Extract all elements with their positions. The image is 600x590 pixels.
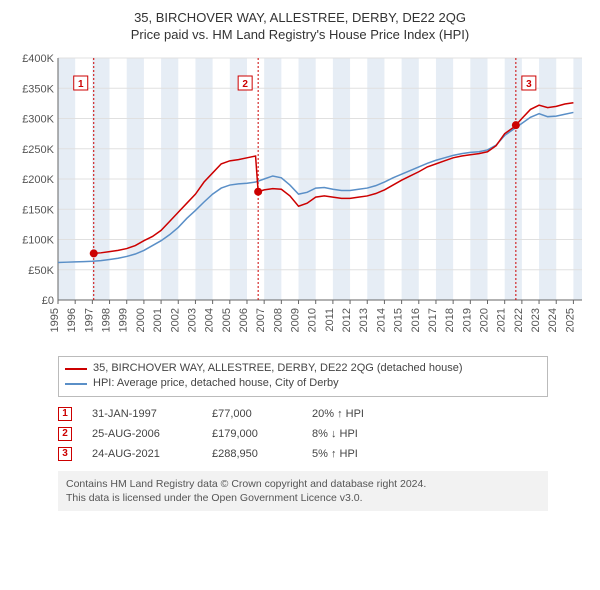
chart-title-address: 35, BIRCHOVER WAY, ALLESTREE, DERBY, DE2…: [10, 10, 590, 25]
svg-text:2000: 2000: [135, 308, 147, 332]
svg-text:2012: 2012: [341, 308, 353, 332]
svg-text:2019: 2019: [461, 308, 473, 332]
svg-text:2003: 2003: [186, 308, 198, 332]
legend-item-blue: HPI: Average price, detached house, City…: [65, 376, 541, 391]
svg-text:2017: 2017: [427, 308, 439, 332]
svg-text:3: 3: [526, 79, 532, 90]
svg-text:£150K: £150K: [22, 204, 54, 216]
chart-titles: 35, BIRCHOVER WAY, ALLESTREE, DERBY, DE2…: [10, 10, 590, 42]
event-row-2: 2 25-AUG-2006 £179,000 8% ↓ HPI: [58, 427, 548, 441]
svg-text:2005: 2005: [221, 308, 233, 332]
event-date-2: 25-AUG-2006: [92, 428, 192, 440]
event-pct-2: 8% ↓ HPI: [312, 428, 412, 440]
svg-text:2: 2: [242, 79, 248, 90]
event-date-3: 24-AUG-2021: [92, 448, 192, 460]
svg-text:£300K: £300K: [22, 114, 54, 126]
svg-text:£100K: £100K: [22, 235, 54, 247]
svg-text:2021: 2021: [496, 308, 508, 332]
svg-text:1996: 1996: [66, 308, 78, 332]
svg-text:2018: 2018: [444, 308, 456, 332]
event-price-2: £179,000: [212, 428, 292, 440]
svg-text:2009: 2009: [290, 308, 302, 332]
event-row-3: 3 24-AUG-2021 £288,950 5% ↑ HPI: [58, 447, 548, 461]
legend-label-blue: HPI: Average price, detached house, City…: [93, 376, 339, 391]
line-chart-svg: £0 £50K £100K £150K £200K £250K £300K £350K £400…: [10, 50, 590, 350]
svg-text:£400K: £400K: [22, 53, 54, 65]
chart-area: £0 £50K £100K £150K £200K £250K £300K £350K £400…: [10, 50, 590, 350]
event-pct-3: 5% ↑ HPI: [312, 448, 412, 460]
event-marker-1: 1: [58, 407, 72, 421]
svg-text:£250K: £250K: [22, 144, 54, 156]
event-marker-2: 2: [58, 427, 72, 441]
svg-text:2006: 2006: [238, 308, 250, 332]
event-price-3: £288,950: [212, 448, 292, 460]
legend: 35, BIRCHOVER WAY, ALLESTREE, DERBY, DE2…: [58, 356, 548, 397]
svg-text:£50K: £50K: [28, 265, 54, 277]
event-marker-3: 3: [58, 447, 72, 461]
events-table: 1 31-JAN-1997 £77,000 20% ↑ HPI 2 25-AUG…: [58, 407, 548, 461]
svg-text:1: 1: [78, 79, 84, 90]
svg-text:2015: 2015: [393, 308, 405, 332]
footer-attribution: Contains HM Land Registry data © Crown c…: [58, 471, 548, 511]
svg-text:2016: 2016: [410, 308, 422, 332]
svg-text:1998: 1998: [101, 308, 113, 332]
svg-text:2024: 2024: [547, 308, 559, 332]
svg-text:2011: 2011: [324, 308, 336, 332]
svg-text:2020: 2020: [479, 308, 491, 332]
legend-label-red: 35, BIRCHOVER WAY, ALLESTREE, DERBY, DE2…: [93, 361, 462, 376]
svg-text:2013: 2013: [358, 308, 370, 332]
svg-text:1995: 1995: [49, 308, 61, 332]
svg-text:1999: 1999: [118, 308, 130, 332]
footer-line-2: This data is licensed under the Open Gov…: [66, 491, 540, 505]
svg-text:2025: 2025: [564, 308, 576, 332]
svg-text:2002: 2002: [169, 308, 181, 332]
chart-subtitle: Price paid vs. HM Land Registry's House …: [10, 27, 590, 42]
svg-text:£0: £0: [42, 295, 54, 307]
event-date-1: 31-JAN-1997: [92, 408, 192, 420]
svg-text:2008: 2008: [272, 308, 284, 332]
svg-text:1997: 1997: [83, 308, 95, 332]
event-pct-1: 20% ↑ HPI: [312, 408, 412, 420]
legend-swatch-red: [65, 368, 87, 370]
svg-text:2001: 2001: [152, 308, 164, 332]
svg-text:2014: 2014: [375, 308, 387, 332]
legend-swatch-blue: [65, 383, 87, 385]
footer-line-1: Contains HM Land Registry data © Crown c…: [66, 477, 540, 491]
svg-text:2007: 2007: [255, 308, 267, 332]
svg-text:2022: 2022: [513, 308, 525, 332]
chart-container: 35, BIRCHOVER WAY, ALLESTREE, DERBY, DE2…: [0, 0, 600, 519]
event-price-1: £77,000: [212, 408, 292, 420]
svg-text:£200K: £200K: [22, 174, 54, 186]
event-row-1: 1 31-JAN-1997 £77,000 20% ↑ HPI: [58, 407, 548, 421]
svg-text:£350K: £350K: [22, 83, 54, 95]
svg-text:2010: 2010: [307, 308, 319, 332]
legend-item-red: 35, BIRCHOVER WAY, ALLESTREE, DERBY, DE2…: [65, 361, 541, 376]
svg-text:2004: 2004: [204, 308, 216, 332]
svg-text:2023: 2023: [530, 308, 542, 332]
